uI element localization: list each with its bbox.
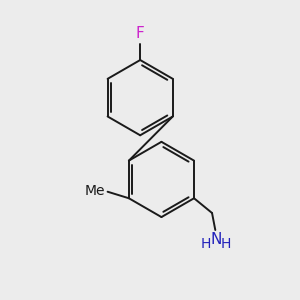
- Text: Me: Me: [85, 184, 105, 198]
- Text: H: H: [200, 237, 211, 251]
- Text: H: H: [221, 237, 231, 251]
- Text: F: F: [136, 26, 145, 41]
- Text: N: N: [210, 232, 222, 247]
